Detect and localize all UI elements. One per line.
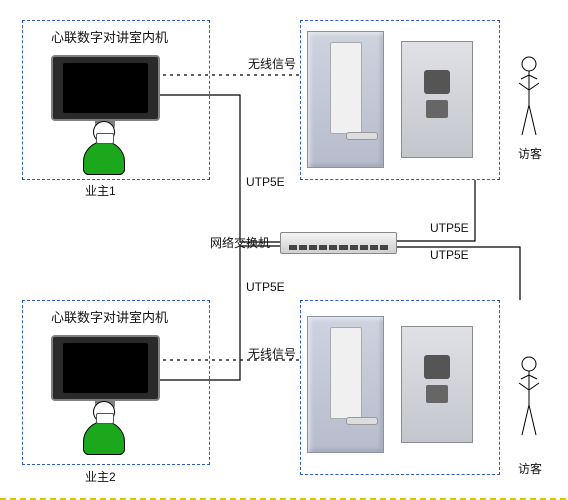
indoor-unit-1-box: 心联数字对讲室内机 — [22, 20, 210, 180]
outdoor-unit-2-box — [300, 300, 500, 475]
visitor-person-icon — [515, 55, 543, 140]
visitor-2-label: 访客 — [518, 460, 542, 477]
indoor-monitor-icon — [51, 55, 160, 121]
indoor-monitor-icon — [51, 335, 160, 401]
network-switch-icon — [280, 232, 397, 254]
smart-lock-icon — [307, 316, 384, 453]
wireless-label-2: 无线信号 — [248, 345, 296, 362]
indoor-unit-2-title: 心联数字对讲室内机 — [51, 307, 168, 326]
utp-label-1: UTP5E — [246, 175, 285, 189]
visitor-person-icon — [515, 355, 543, 440]
smart-lock-icon — [307, 31, 384, 168]
owner-person-icon — [78, 121, 128, 176]
outdoor-unit-1-box — [300, 20, 500, 180]
intercom-topology-diagram: 心联数字对讲室内机 业主1 心联数字对讲室内机 业主2 访客 — [0, 0, 568, 500]
door-station-icon — [401, 41, 473, 158]
owner-1-label: 业主1 — [85, 182, 116, 199]
utp-label-2: UTP5E — [246, 280, 285, 294]
utp-label-4: UTP5E — [430, 248, 469, 262]
owner-2-label: 业主2 — [85, 468, 116, 485]
indoor-unit-2-box: 心联数字对讲室内机 — [22, 300, 210, 465]
owner-person-icon — [78, 401, 128, 456]
indoor-unit-1-title: 心联数字对讲室内机 — [51, 27, 168, 46]
utp-label-3: UTP5E — [430, 221, 469, 235]
wireless-label-1: 无线信号 — [248, 55, 296, 72]
door-station-icon — [401, 326, 473, 443]
switch-label: 网络交换机 — [210, 234, 270, 251]
visitor-1-label: 访客 — [518, 145, 542, 162]
